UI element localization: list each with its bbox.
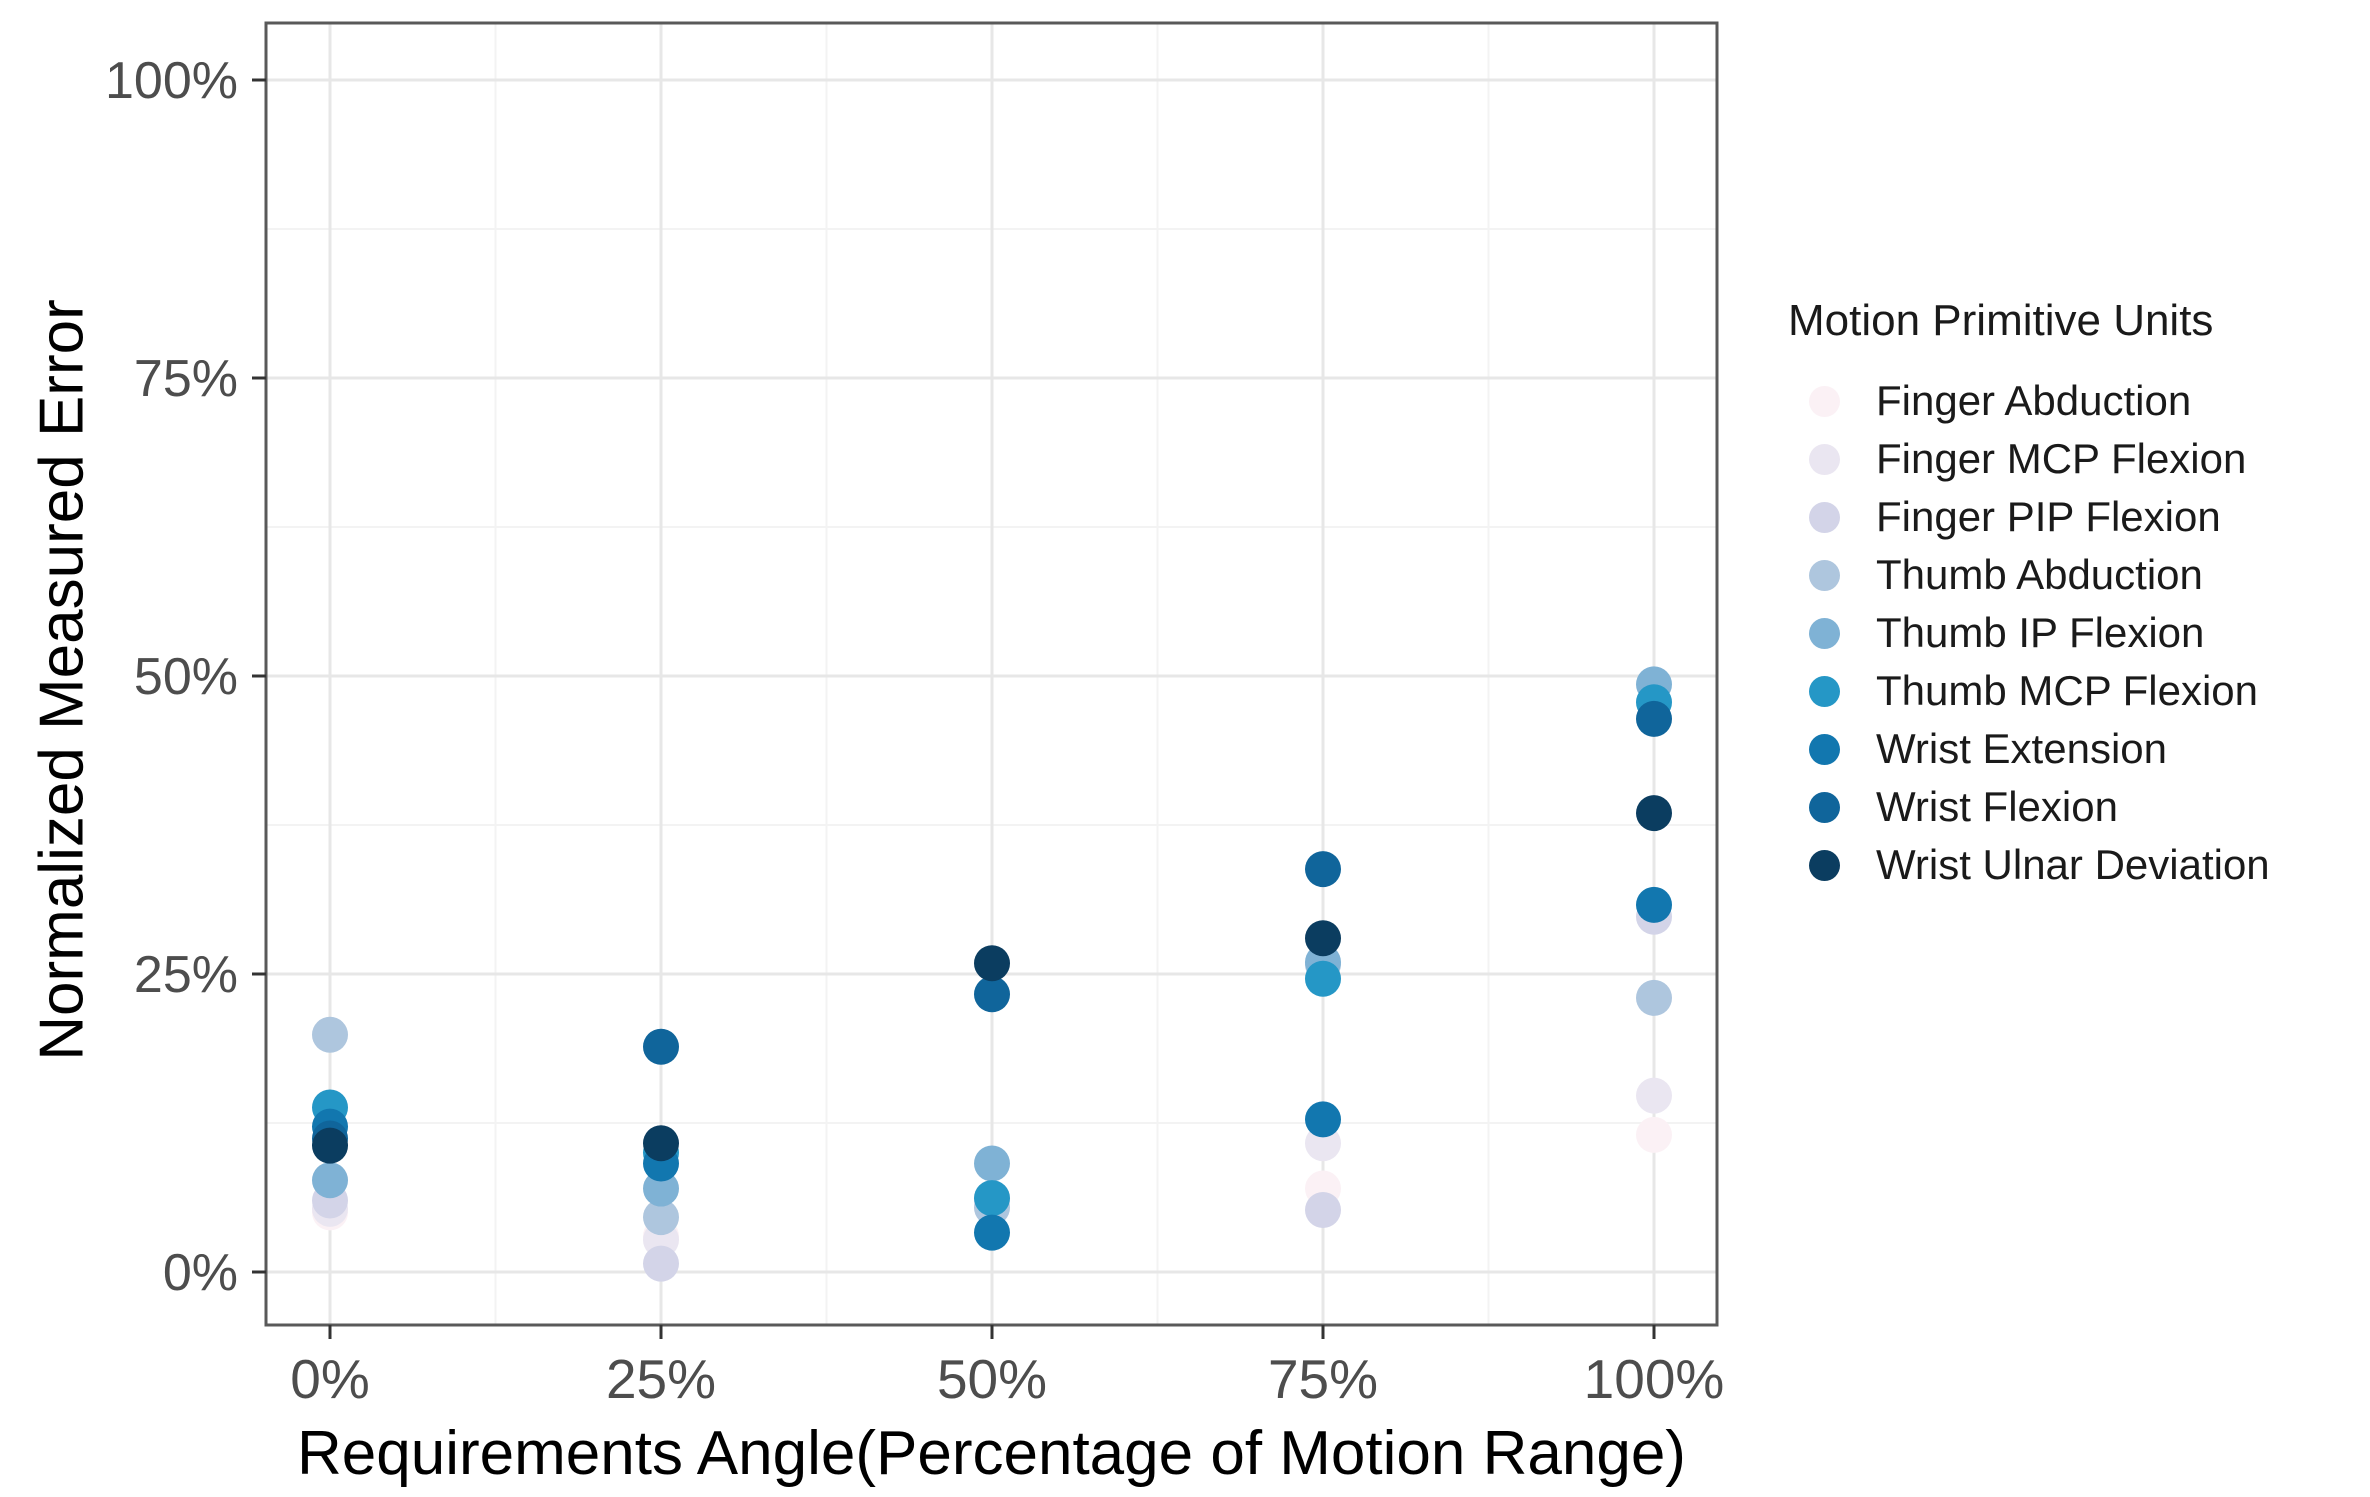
data-point xyxy=(1636,1116,1672,1153)
legend-label: Finger Abduction xyxy=(1876,377,2192,424)
legend-swatch-icon xyxy=(1809,385,1840,417)
legend-swatch-icon xyxy=(1809,617,1840,649)
data-point xyxy=(312,1162,348,1199)
x-tick-label: 75% xyxy=(1268,1348,1378,1410)
legend-item: Thumb IP Flexion xyxy=(1788,604,2363,662)
x-tick-label: 50% xyxy=(937,1348,1047,1410)
y-tick-label: 50% xyxy=(134,648,238,706)
legend-label: Wrist Extension xyxy=(1876,725,2167,772)
legend-item: Finger PIP Flexion xyxy=(1788,488,2363,546)
data-point xyxy=(974,976,1010,1013)
data-point xyxy=(1636,979,1672,1016)
legend-item: Finger MCP Flexion xyxy=(1788,430,2363,488)
y-tick-label: 75% xyxy=(134,350,238,408)
legend-swatch-icon xyxy=(1809,501,1840,533)
legend-swatch-icon xyxy=(1809,675,1840,707)
data-point xyxy=(312,1016,348,1053)
data-point xyxy=(1305,1101,1341,1138)
data-point xyxy=(643,1125,679,1162)
legend-swatch-icon xyxy=(1809,443,1840,475)
data-point xyxy=(1305,851,1341,888)
y-tick-label: 100% xyxy=(105,52,238,110)
legend-swatch-icon xyxy=(1809,733,1840,765)
data-point xyxy=(1636,795,1672,832)
legend-label: Thumb Abduction xyxy=(1876,551,2203,598)
legend-item: Wrist Extension xyxy=(1788,720,2363,778)
legend-label: Wrist Flexion xyxy=(1876,783,2118,830)
data-point xyxy=(312,1127,348,1164)
legend-item: Thumb Abduction xyxy=(1788,546,2363,604)
data-point xyxy=(1636,886,1672,923)
legend-item: Finger Abduction xyxy=(1788,372,2363,430)
x-tick-label: 100% xyxy=(1584,1348,1725,1410)
data-point xyxy=(1305,920,1341,957)
legend-label: Thumb IP Flexion xyxy=(1876,609,2205,656)
data-point xyxy=(974,945,1010,982)
legend-item: Thumb MCP Flexion xyxy=(1788,662,2363,720)
data-point xyxy=(1636,1077,1672,1114)
legend-label: Thumb MCP Flexion xyxy=(1876,667,2259,714)
legend-swatch-icon xyxy=(1809,849,1840,881)
legend-swatch-icon xyxy=(1809,791,1840,823)
x-tick-label: 0% xyxy=(290,1348,370,1410)
data-point xyxy=(974,1145,1010,1182)
data-point xyxy=(1305,1192,1341,1229)
legend-label: Wrist Ulnar Deviation xyxy=(1876,841,2270,888)
y-tick-label: 0% xyxy=(163,1244,238,1302)
legend: Motion Primitive Units Finger Abduction F… xyxy=(1788,296,2363,894)
data-point xyxy=(1636,700,1672,737)
legend-items: Finger Abduction Finger MCP Flexion Finger… xyxy=(1788,372,2363,894)
x-axis-title: Requirements Angle(Percentage of Motion … xyxy=(297,1419,1686,1488)
legend-item: Wrist Flexion xyxy=(1788,778,2363,836)
legend-swatch-icon xyxy=(1809,559,1840,591)
data-point xyxy=(974,1214,1010,1251)
data-point xyxy=(1305,960,1341,997)
data-point xyxy=(974,1180,1010,1217)
y-tick-label: 25% xyxy=(134,946,238,1004)
legend-title: Motion Primitive Units xyxy=(1788,296,2214,345)
y-axis-title: Normalized Measured Error xyxy=(27,299,97,1061)
legend-label: Finger MCP Flexion xyxy=(1876,435,2247,482)
data-point xyxy=(643,1028,679,1065)
x-tick-label: 25% xyxy=(606,1348,716,1410)
data-point xyxy=(643,1245,679,1282)
data-point xyxy=(643,1170,679,1207)
legend-item: Wrist Ulnar Deviation xyxy=(1788,836,2363,894)
data-point xyxy=(643,1199,679,1236)
legend-label: Finger PIP Flexion xyxy=(1876,493,2221,540)
